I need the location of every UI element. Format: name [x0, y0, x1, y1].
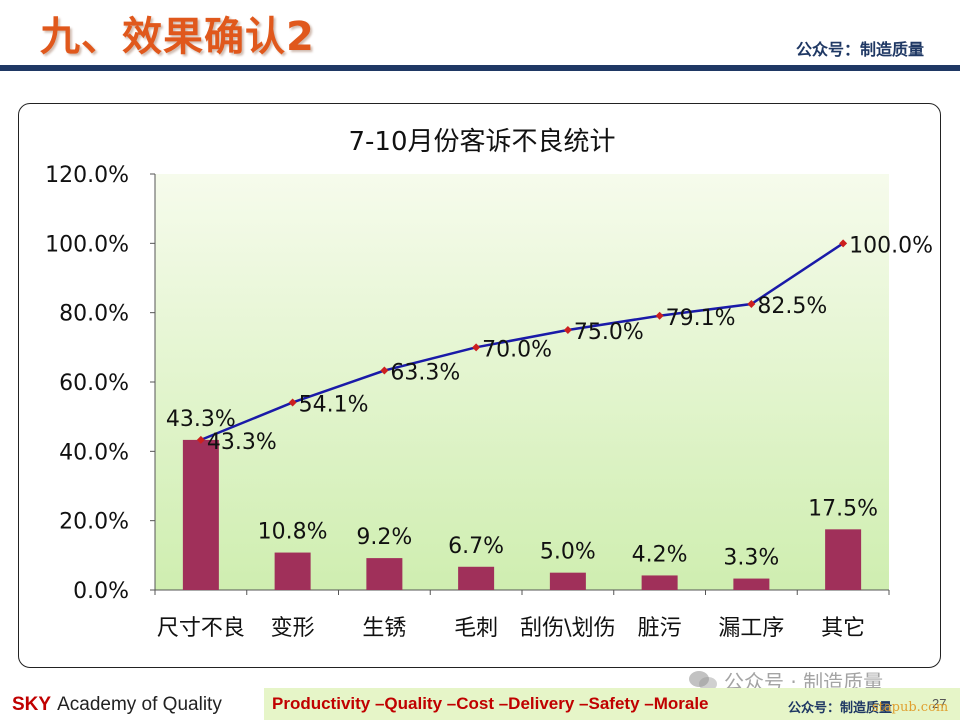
- x-tick-label: 刮伤\划伤: [520, 616, 615, 641]
- line-value-label: 70.0%: [482, 337, 552, 362]
- bar-value-label: 17.5%: [808, 496, 878, 521]
- bar: [274, 552, 311, 590]
- bar: [641, 575, 678, 590]
- chart-frame: 7-10月份客诉不良统计 0.0% 20.0% 40.0% 60.0% 80.0% 100.…: [18, 103, 941, 668]
- x-tick-label: 其它: [821, 616, 865, 641]
- bar: [366, 558, 403, 590]
- chart-title: 7-10月份客诉不良统计: [348, 127, 615, 157]
- y-tick-label: 40.0%: [59, 440, 129, 465]
- footer-brand-academy: Academy of Quality: [57, 694, 222, 715]
- cumulative-line: [200, 242, 844, 442]
- bar-value-label: 3.3%: [723, 546, 779, 571]
- wechat-icon: [689, 670, 717, 691]
- y-tick-label: 80.0%: [59, 302, 129, 327]
- line-point: [747, 300, 756, 308]
- site-watermark: stapub.com: [872, 700, 949, 715]
- line-point: [196, 435, 205, 444]
- bar-value-label: 6.7%: [448, 534, 504, 559]
- bar: [733, 578, 770, 590]
- bar-value-label: 9.2%: [356, 525, 412, 550]
- line-point: [380, 366, 389, 375]
- footer-brand-sky: SKY: [12, 694, 52, 715]
- bar: [549, 572, 586, 590]
- y-tick-label: 120.0%: [45, 163, 129, 188]
- line-value-label: 63.3%: [390, 361, 460, 386]
- footer: SKY Academy of Quality Productivity –Qual…: [0, 688, 960, 720]
- y-tick-label: 20.0%: [59, 510, 129, 535]
- footer-brand: SKY Academy of Quality: [12, 694, 222, 716]
- line-value-label: 79.1%: [666, 306, 736, 331]
- line-value-label: 43.3%: [207, 430, 277, 455]
- x-tick-label: 生锈: [362, 616, 406, 641]
- bar-value-label: 43.3%: [166, 407, 236, 432]
- line-point: [839, 239, 848, 248]
- x-tick-label: 变形: [271, 616, 315, 641]
- line-point: [288, 398, 297, 407]
- footer-watermark: 公众号：制造质量: [788, 701, 893, 716]
- line-point: [563, 326, 572, 334]
- header-rule: [0, 65, 960, 71]
- top-watermark: 公众号：制造质量: [795, 40, 924, 59]
- page-number: 27: [932, 696, 947, 711]
- x-tick-label: 漏工序: [718, 616, 784, 641]
- line-value-label: 54.1%: [299, 392, 369, 417]
- slide-title: 九、效果确认2: [40, 14, 315, 60]
- bar: [182, 439, 219, 590]
- bar: [458, 566, 495, 590]
- bar-value-label: 5.0%: [540, 540, 596, 565]
- x-tick-label: 尺寸不良: [157, 616, 245, 641]
- line-value-label: 75.0%: [574, 320, 644, 345]
- footer-band: [264, 688, 960, 720]
- y-tick-label: 0.0%: [73, 579, 129, 604]
- line-point: [472, 343, 481, 352]
- bar: [825, 529, 862, 590]
- x-tick-label: 脏污: [638, 616, 682, 641]
- pareto-chart: 7-10月份客诉不良统计 0.0% 20.0% 40.0% 60.0% 80.0% 100.…: [45, 127, 933, 641]
- footer-slogan: Productivity –Quality –Cost –Delivery –S…: [272, 694, 709, 713]
- bar-value-label: 10.8%: [258, 520, 328, 545]
- x-tick-label: 毛刺: [454, 616, 498, 641]
- bar-value-label: 4.2%: [632, 542, 688, 567]
- y-tick-label: 60.0%: [59, 371, 129, 396]
- line-value-label: 82.5%: [757, 294, 827, 319]
- line-value-label: 100.0%: [849, 233, 933, 258]
- line-point: [655, 311, 664, 320]
- plot-area: [155, 174, 889, 590]
- y-tick-label: 100.0%: [45, 232, 129, 257]
